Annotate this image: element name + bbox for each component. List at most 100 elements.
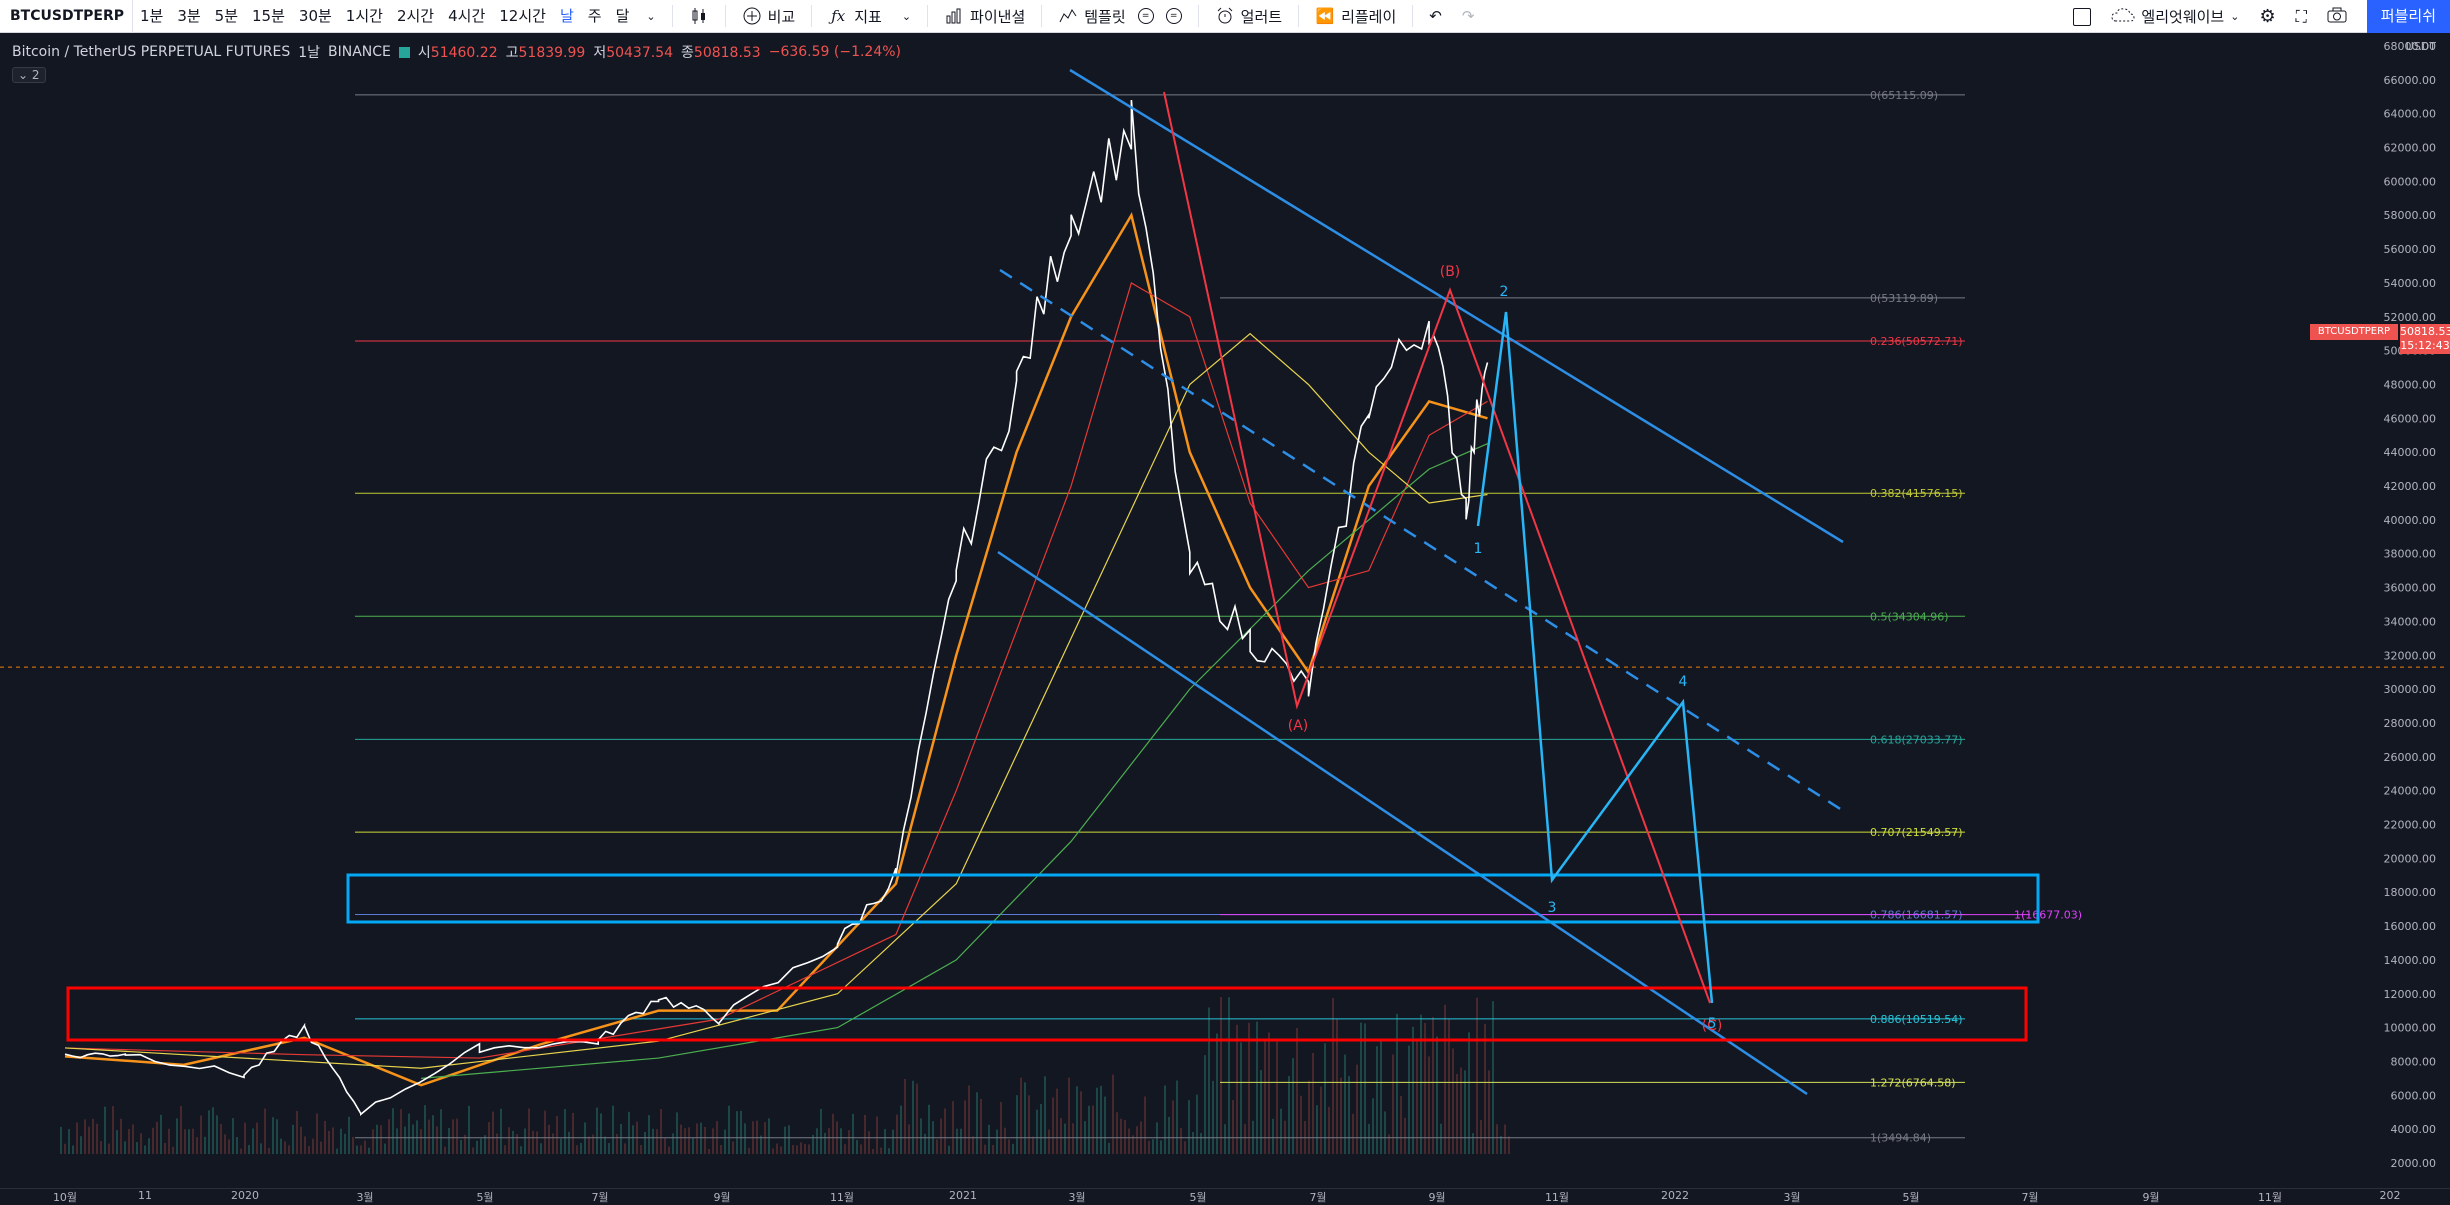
volume-bar [780,1146,782,1154]
volume-bar [252,1128,254,1154]
interval-7[interactable]: 4시간 [448,6,486,25]
volume-bar [688,1127,690,1154]
price-tick-label: 58000.00 [2384,209,2437,222]
volume-bar [968,1085,970,1154]
volume-bar [576,1145,578,1154]
indicator-collapse-button[interactable]: ⌄ 2 [12,67,46,83]
volume-bar [660,1109,662,1154]
high-label: 고 [505,45,519,61]
redo-button[interactable]: ↷ [1452,0,1485,33]
chart-type-button[interactable] [679,0,719,33]
settings-button[interactable]: ⚙ [2249,0,2285,33]
time-axis[interactable]: 10월 11 2020 3월 5월 7월 9월 11월 2021 3월 5월 7월 9월 11월 2022 3… [0,1188,2450,1205]
volume-bar [1312,1052,1314,1154]
volume-bar [1012,1143,1014,1154]
interval-dropdown[interactable]: ⌄ [636,0,665,33]
volume-bar [1364,1023,1366,1154]
volume-bar [512,1130,514,1154]
volume-bar [852,1113,854,1154]
layout-toggle-button[interactable] [2063,0,2101,33]
volume-bar [740,1110,742,1154]
volume-bar [88,1126,90,1154]
abc-wave-line[interactable] [1163,91,1711,1004]
interval-10[interactable]: 주 [587,6,602,25]
volume-bar [1476,997,1478,1154]
volume-bar [128,1128,130,1154]
volume-bar [1372,1098,1374,1154]
volume-bar [888,1148,890,1154]
interval-9[interactable]: 날 [559,6,574,25]
fullscreen-button[interactable]: ⛶ [2286,0,2317,33]
price-tick-label: 64000.00 [2384,108,2437,121]
interval-6[interactable]: 2시간 [396,6,435,25]
impulse-wave-line[interactable] [1476,311,1714,1004]
interval-0[interactable]: 1분 [139,6,164,25]
publish-button[interactable]: 퍼블리쉬 [2366,0,2450,33]
volume-bar [1172,1100,1174,1154]
templates-button[interactable]: 템플릿 = = [1048,0,1191,33]
time-tick-label: 3월 [1783,1191,1801,1204]
interval-1[interactable]: 3분 [177,6,201,25]
channel-mid-line[interactable] [999,268,1846,814]
volume-bar [824,1132,826,1154]
top-toolbar: BTCUSDTPERP 1분 3분 5분 15분 30분 1시간 2시간 4시간 12시간 날 주 달… [0,0,2450,33]
snapshot-button[interactable] [2317,0,2357,33]
volume-bar [504,1145,506,1154]
interval-8[interactable]: 12시간 [499,6,546,25]
price-chart[interactable]: 0(65115.09) 0(53119.89) 0.236(50572.71) 0.3… [0,34,2450,1204]
volume-bar [160,1114,162,1154]
volume-bar [144,1145,146,1154]
interval-2[interactable]: 5분 [214,6,239,25]
interval-11[interactable]: 달 [615,6,630,25]
layout-name-button[interactable]: 엘리엇웨이브 ⌄ [2101,0,2249,33]
price-tick-label: 68000.00 [2384,40,2437,53]
time-tick-label: 10월 [52,1191,78,1204]
price-tick-label: 66000.00 [2384,74,2437,87]
volume-bar [240,1148,242,1154]
volume-bar [656,1129,658,1154]
replay-label: 리플레이 [1341,7,1397,26]
volume-bar [984,1144,986,1154]
volume-bar [468,1105,470,1154]
legend-title[interactable]: Bitcoin / TetherUS PERPETUAL FUTURES [12,44,291,60]
compare-button[interactable]: 비교 [732,0,806,33]
interval-5[interactable]: 1시간 [345,6,383,25]
chart-pane[interactable]: 0(65115.09) 0(53119.89) 0.236(50572.71) 0.3… [0,34,2450,1204]
interval-3[interactable]: 15분 [252,6,285,25]
time-tick-label: 5월 [1189,1191,1207,1204]
symbol-search[interactable]: BTCUSDTPERP [0,0,133,33]
indicators-button[interactable]: ƒx 지표 ⌄ [818,0,921,33]
channel-lower-line[interactable] [997,550,1808,1096]
volume-bar [1268,1032,1270,1154]
volume-bar [1260,1070,1262,1154]
replay-button[interactable]: ⏪ 리플레이 [1305,0,1406,33]
support-zone-box[interactable] [66,986,2028,1042]
volume-bar [64,1143,66,1154]
moving-average-line [64,282,1488,1059]
price-tick-label: 38000.00 [2384,548,2437,561]
volume-bar [1112,1074,1114,1154]
volume-bar [832,1113,834,1154]
volume-bar [200,1115,202,1154]
volume-bar [268,1147,270,1154]
volume-bar [204,1136,206,1154]
volume-bar [664,1137,666,1154]
fib-level-label: 0.5(34304.96) [1870,610,1949,623]
volume-bar [404,1126,406,1154]
price-tick-label: 26000.00 [2384,751,2437,764]
volume-bar [844,1144,846,1154]
interval-4[interactable]: 30분 [298,6,332,25]
volume-bar [704,1126,706,1154]
financials-button[interactable]: 파이낸셜 [934,0,1035,33]
volume-bar [216,1115,218,1154]
price-tick-label: 56000.00 [2384,243,2437,256]
alert-button[interactable]: 얼러트 [1205,0,1292,33]
target-zone-box[interactable] [346,873,2040,924]
volume-bar [1168,1116,1170,1154]
undo-button[interactable]: ↶ [1419,0,1452,33]
fib-level-label: 1.272(6764.58) [1870,1076,1956,1089]
volume-bar [92,1118,94,1154]
volume-bar [924,1133,926,1154]
volume-bar [564,1109,566,1154]
volume-bar [324,1120,326,1154]
